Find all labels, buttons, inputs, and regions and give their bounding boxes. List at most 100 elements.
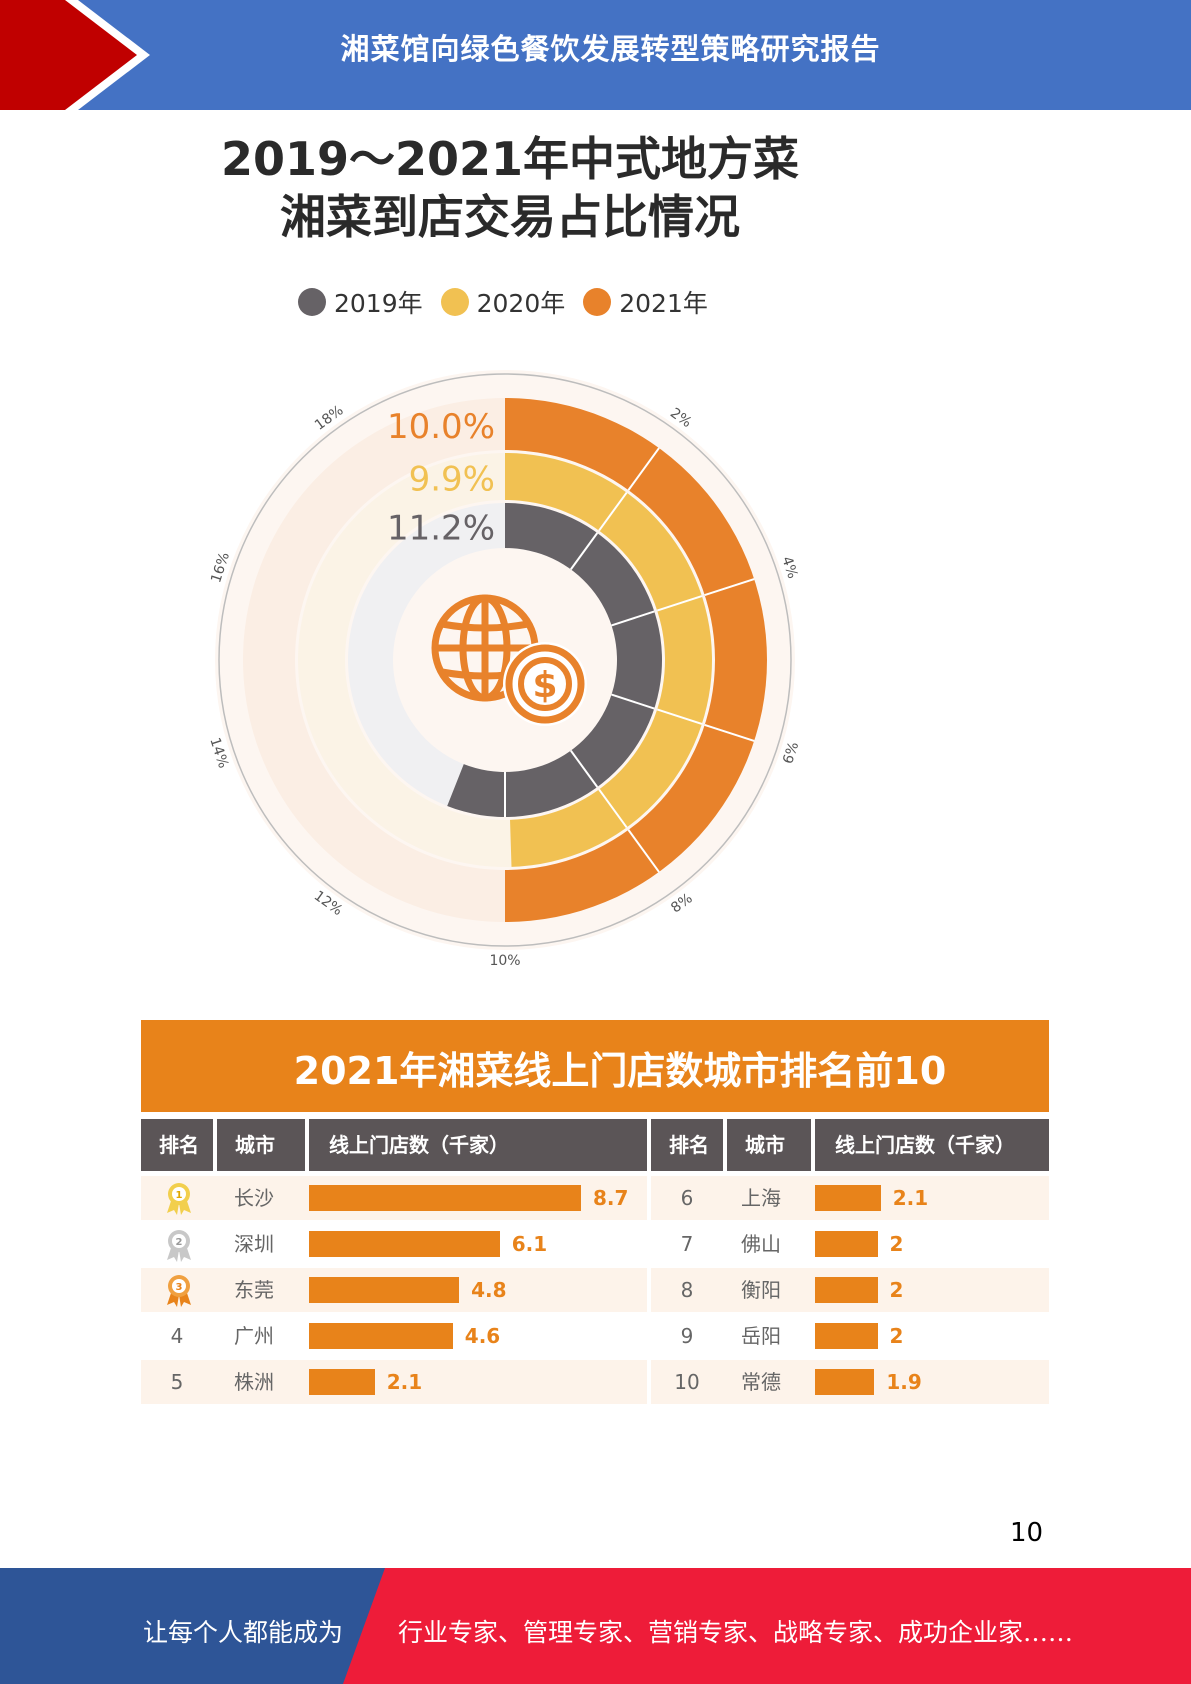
store-count-bar <box>815 1369 875 1395</box>
store-count-bar <box>309 1231 500 1257</box>
city-cell: 岳阳 <box>741 1324 781 1348</box>
ring-value-label: 9.9% <box>409 460 495 500</box>
ring-separator <box>611 610 655 627</box>
store-count-bar <box>309 1185 581 1211</box>
store-count-value: 2.1 <box>386 1370 423 1394</box>
header-arrow-decoration <box>0 0 150 110</box>
ring-separator <box>656 708 703 725</box>
rank-cell: 10 <box>674 1370 700 1394</box>
store-count-bar <box>815 1231 878 1257</box>
ring-bar-2020年 <box>505 453 713 867</box>
header-stores-right: 线上门店数（千家） <box>815 1119 1049 1171</box>
ring-separator <box>656 595 703 612</box>
rank-cell: 5 <box>170 1370 184 1394</box>
header-stores-left: 线上门店数（千家） <box>309 1119 647 1171</box>
bronze-medal-icon: 3 <box>167 1275 191 1307</box>
header-rank-right: 排名 <box>651 1119 723 1171</box>
svg-text:2: 2 <box>176 1237 183 1248</box>
rank-cell: 9 <box>680 1324 694 1348</box>
svg-text:3: 3 <box>176 1282 183 1293</box>
store-count-bar <box>815 1185 881 1211</box>
ring-separator <box>598 491 628 532</box>
store-count-value: 1.9 <box>886 1370 922 1394</box>
store-count-value: 2 <box>889 1324 904 1348</box>
footer-slogan-left: 让每个人都能成为 <box>143 1618 344 1647</box>
gold-medal-icon: 1 <box>167 1183 191 1215</box>
scale-tick-label: 4% <box>778 555 800 581</box>
globe-dollar-icon: $ <box>431 594 587 726</box>
store-count-bar <box>309 1369 375 1395</box>
store-count-value: 2.1 <box>892 1186 929 1210</box>
city-cell: 常德 <box>741 1370 781 1394</box>
city-cell: 东莞 <box>234 1278 274 1302</box>
ring-separator <box>570 532 599 570</box>
row-background <box>141 1360 647 1404</box>
table-title: 2021年湘菜线上门店数城市排名前10 <box>293 1049 947 1093</box>
store-count-value: 8.7 <box>593 1186 629 1210</box>
store-count-value: 4.6 <box>464 1324 501 1348</box>
city-cell: 衡阳 <box>741 1278 781 1302</box>
legend-label-2020: 2020年 <box>476 289 566 318</box>
svg-text:$: $ <box>532 665 557 706</box>
scale-tick-label: 6% <box>780 740 802 766</box>
silver-medal-icon: 2 <box>167 1230 191 1262</box>
ring-value-label: 10.0% <box>387 407 495 447</box>
store-count-value: 2 <box>889 1232 904 1256</box>
ring-separator <box>598 788 628 829</box>
legend-item-2020: 2020年 <box>440 284 566 320</box>
radial-chart-title-line1: 2019～2021年中式地方菜 <box>220 132 800 186</box>
store-count-value: 4.8 <box>471 1278 507 1302</box>
header-city-right: 城市 <box>727 1119 811 1171</box>
ring-bar-2021年 <box>505 398 767 922</box>
legend-item-2021: 2021年 <box>583 284 708 320</box>
legend-label-2021: 2021年 <box>619 289 708 318</box>
ring-separator <box>611 693 655 710</box>
city-cell: 株洲 <box>234 1370 274 1394</box>
store-count-bar <box>815 1323 878 1349</box>
radial-bar-chart: 2%4%6%8%10%12%14%16%18% 10.0%9.9%11.2% $ <box>206 370 802 969</box>
city-cell: 深圳 <box>234 1232 274 1256</box>
header-city-left: 城市 <box>217 1119 305 1171</box>
ring-bar-2019年 <box>447 503 662 817</box>
radial-chart-bars <box>243 398 767 922</box>
radial-chart-value-labels: 10.0% 9.9% 11.2% <box>387 407 495 549</box>
table-title-banner: 2021年湘菜线上门店数城市排名前10 <box>141 1020 1049 1112</box>
footer-background <box>0 1568 1191 1684</box>
ring-separator <box>704 723 755 742</box>
rank-cell: 4 <box>170 1324 184 1348</box>
page-footer: 让每个人都能成为 行业专家、管理专家、营销专家、战略专家、成功企业家…… <box>0 1568 1191 1684</box>
store-count-bar <box>309 1323 453 1349</box>
radial-chart-title-line2: 湘菜到店交易占比情况 <box>280 190 740 244</box>
legend-swatch-2021 <box>583 288 612 316</box>
city-cell: 上海 <box>741 1186 781 1210</box>
scale-ring <box>218 373 792 947</box>
ring-separator <box>627 829 660 873</box>
page-number: 10 <box>1010 1518 1044 1548</box>
ring-separator <box>627 447 660 491</box>
rank-cell: 7 <box>680 1232 694 1256</box>
store-count-bar <box>815 1277 878 1303</box>
radial-chart-title: 2019～2021年中式地方菜 湘菜到店交易占比情况 <box>180 130 840 246</box>
svg-text:1: 1 <box>176 1190 183 1201</box>
header-rank-left: 排名 <box>141 1119 213 1171</box>
footer-slogan-right: 行业专家、管理专家、营销专家、战略专家、成功企业家…… <box>398 1618 1074 1647</box>
legend-label-2019: 2019年 <box>334 289 423 318</box>
city-cell: 广州 <box>234 1324 274 1348</box>
rank-cell: 6 <box>680 1186 694 1210</box>
ring-separator <box>704 578 755 597</box>
radial-chart-legend: 2019年 2020年 2021年 <box>298 284 726 320</box>
report-title: 湘菜馆向绿色餐饮发展转型策略研究报告 <box>340 32 881 66</box>
rank-cell: 8 <box>680 1278 694 1302</box>
store-count-value: 6.1 <box>511 1232 548 1256</box>
legend-item-2019: 2019年 <box>298 284 423 320</box>
store-count-value: 2 <box>889 1278 904 1302</box>
city-cell: 长沙 <box>234 1186 274 1210</box>
page-header: 湘菜馆向绿色餐饮发展转型策略研究报告 <box>0 0 1191 110</box>
scale-tick-label: 10% <box>489 953 520 969</box>
legend-swatch-2020 <box>440 288 469 316</box>
legend-swatch-2019 <box>298 288 326 316</box>
ring-separator <box>570 750 599 788</box>
store-count-bar <box>309 1277 460 1303</box>
ring-value-label: 11.2% <box>387 509 495 549</box>
city-cell: 佛山 <box>741 1232 781 1256</box>
